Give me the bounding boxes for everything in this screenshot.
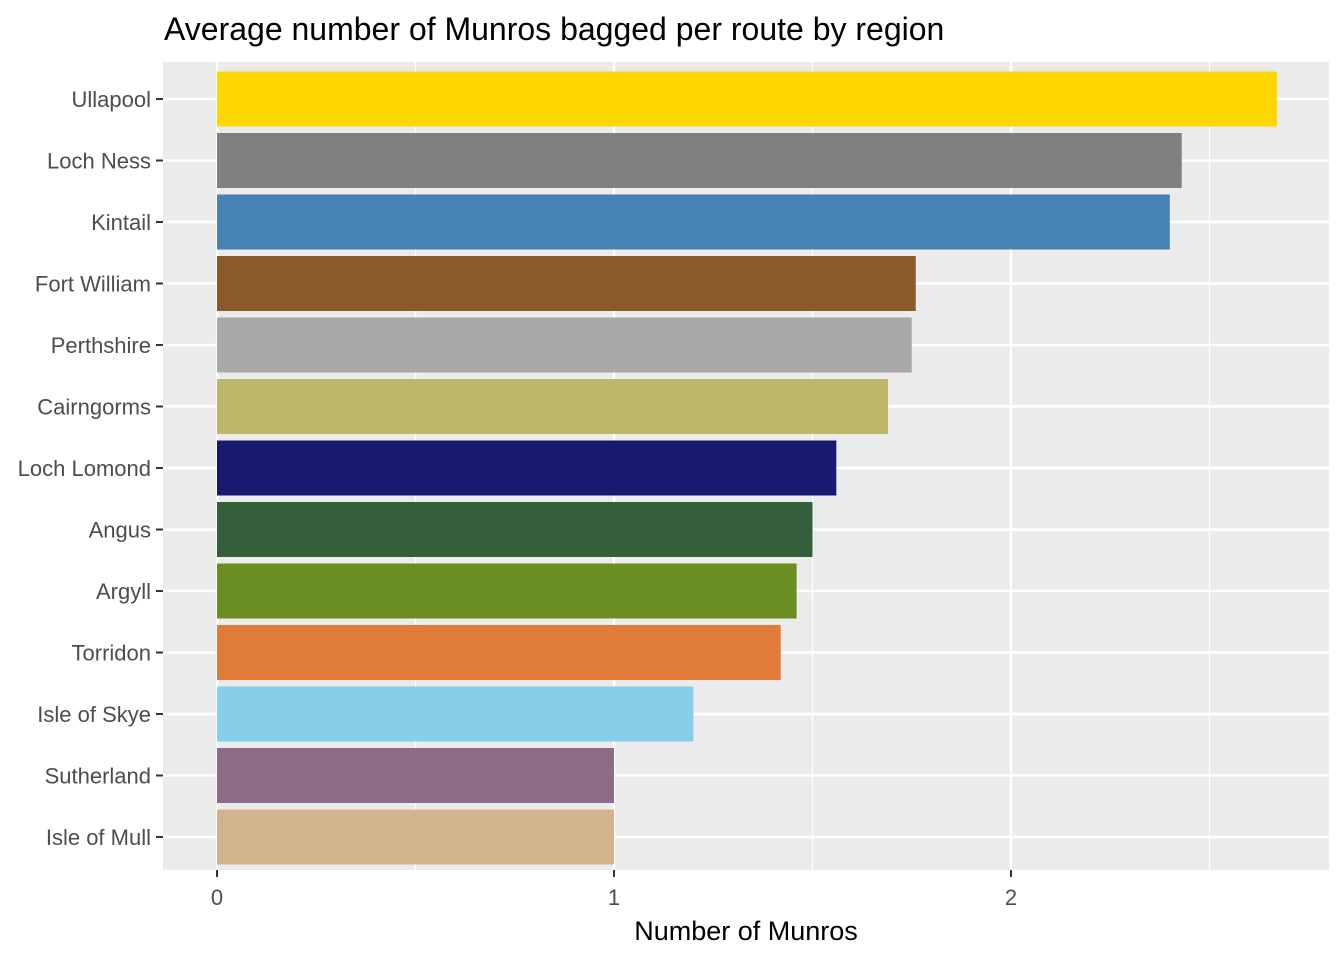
y-tick-label: Loch Ness [47, 149, 151, 174]
y-tick-label: Perthshire [51, 333, 151, 358]
bars [217, 71, 1277, 865]
y-tick-label: Loch Lomond [18, 456, 151, 481]
y-tick-label: Cairngorms [37, 395, 151, 420]
x-axis-title: Number of Munros [634, 916, 858, 946]
y-tick-label: Argyll [96, 579, 151, 604]
y-tick-label: Ullapool [72, 87, 152, 112]
bar-argyll [217, 563, 797, 619]
x-tick-label: 0 [211, 885, 223, 910]
bar-isle-of-mull [217, 809, 614, 865]
y-tick-label: Isle of Mull [46, 825, 151, 850]
x-tick-label: 2 [1005, 885, 1017, 910]
bar-loch-lomond [217, 440, 837, 496]
bar-cairngorms [217, 379, 888, 434]
bar-angus [217, 502, 813, 557]
bar-ullapool [217, 71, 1277, 127]
bar-sutherland [217, 748, 614, 803]
bar-loch-ness [217, 133, 1182, 188]
chart-title: Average number of Munros bagged per rout… [164, 11, 944, 47]
y-tick-label: Fort William [35, 272, 151, 297]
bar-perthshire [217, 317, 912, 373]
y-tick-label: Isle of Skye [37, 702, 151, 727]
bar-isle-of-skye [217, 686, 694, 742]
y-tick-label: Angus [89, 518, 151, 543]
x-axis: 0 1 2 [211, 870, 1017, 910]
y-tick-label: Sutherland [45, 764, 151, 789]
bar-fort-william [217, 256, 916, 311]
bar-torridon [217, 625, 781, 680]
y-tick-label: Kintail [91, 210, 151, 235]
y-tick-label: Torridon [72, 641, 151, 666]
x-tick-label: 1 [608, 885, 620, 910]
y-axis: Ullapool Loch Ness Kintail Fort William Pert… [18, 87, 163, 850]
bar-kintail [217, 194, 1170, 250]
